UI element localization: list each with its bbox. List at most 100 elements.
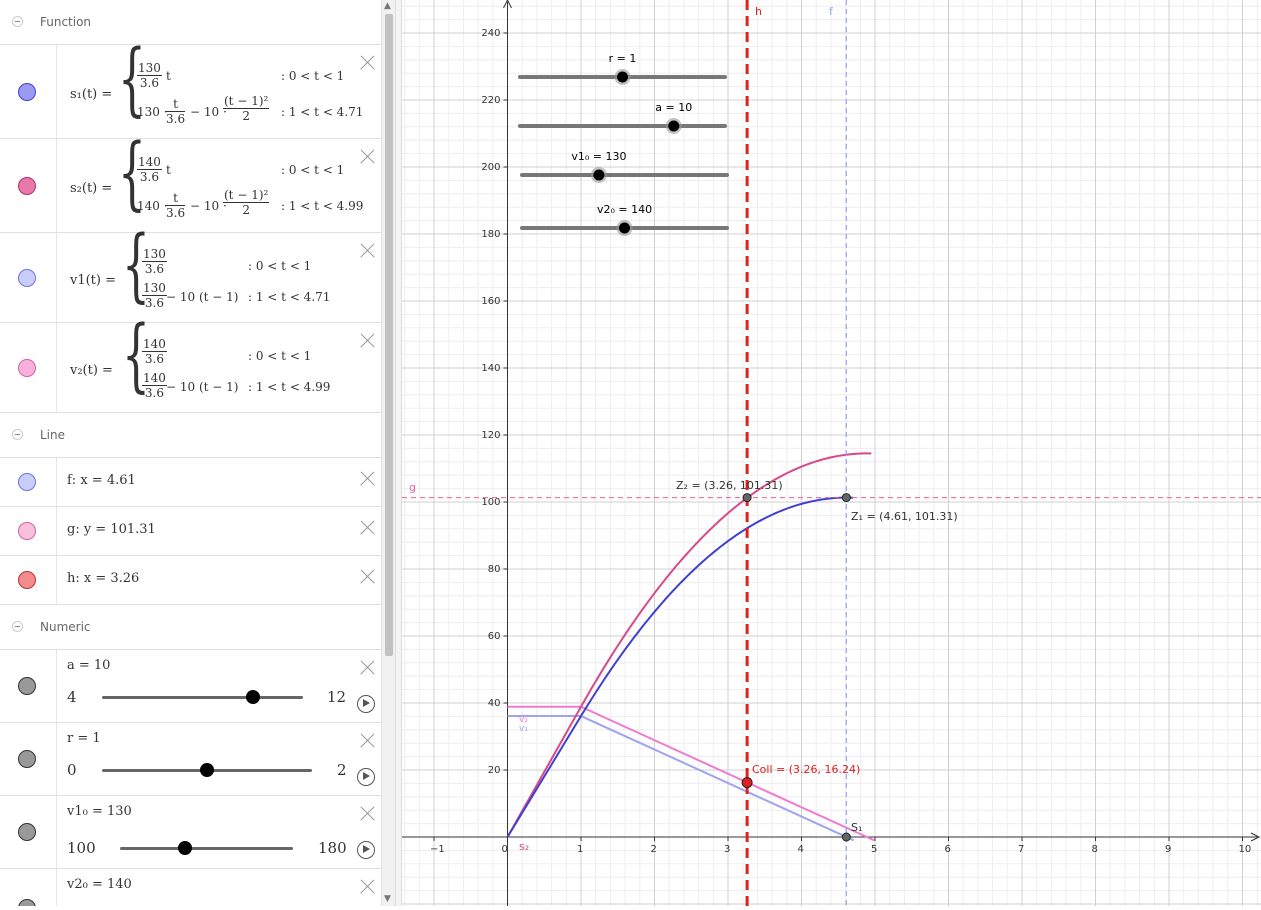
graphics-view[interactable]: −1 0 1 2 3 4 5 6 7 8 9 10 20 40 60 80 100 120 140 160 180 200… — [402, 0, 1261, 906]
graph-slider-knob[interactable] — [593, 169, 605, 181]
graph-canvas[interactable]: −1 0 1 2 3 4 5 6 7 8 9 10 20 40 60 80 100 120 140 160 180 200… — [402, 0, 1261, 906]
delete-icon[interactable] — [359, 520, 375, 536]
algebra-item-r[interactable]: r = 1 0 2 — [0, 723, 381, 796]
label-Z1: Z₁ = (4.61, 101.31) — [851, 510, 958, 523]
numeric-group-header[interactable]: Numeric — [0, 605, 381, 650]
fraction: 130 3.6 — [142, 247, 167, 276]
algebra-item-f[interactable]: f: x = 4.61 — [0, 458, 381, 507]
algebra-item-v1-0[interactable]: v1₀ = 130 100 180 — [0, 796, 381, 869]
piece-var: t — [166, 163, 171, 177]
slider-knob[interactable] — [177, 841, 192, 855]
visibility-toggle-icon[interactable] — [18, 522, 36, 540]
x-tick-label: 9 — [1165, 844, 1171, 855]
delete-icon[interactable] — [359, 333, 375, 349]
piece-term: 140 · — [137, 199, 168, 213]
algebra-scrollbar[interactable]: ▲ ▼ — [381, 0, 396, 906]
collapse-icon[interactable] — [12, 429, 23, 440]
algebra-item-a[interactable]: a = 10 4 12 — [0, 650, 381, 723]
slider-knob[interactable] — [245, 690, 260, 704]
function-name: s₁(t) = — [70, 87, 113, 102]
delete-icon[interactable] — [359, 879, 375, 895]
delete-icon[interactable] — [359, 243, 375, 259]
piece-condition: : 1 < t < 4.99 — [281, 199, 364, 213]
label-s2: s₂ — [519, 840, 529, 853]
scroll-down-icon[interactable]: ▼ — [384, 894, 391, 904]
visibility-toggle-icon[interactable] — [18, 750, 36, 768]
algebra-item-v1[interactable]: v1(t) = { 130 3.6 : 0 < t < 1 130 3.6 − 10… — [0, 225, 381, 323]
fraction: 140 3.6 — [142, 337, 167, 366]
reference-lines — [402, 0, 1261, 906]
line-expression: g: y = 101.31 — [67, 522, 156, 537]
graphics-sliders[interactable]: r = 1 a = 10 v1₀ = 130 v2₀ = 140 — [518, 52, 729, 236]
point-Coll[interactable] — [741, 777, 753, 789]
delete-icon[interactable] — [359, 660, 375, 676]
view-divider[interactable] — [395, 0, 402, 906]
visibility-toggle-icon[interactable] — [18, 82, 36, 101]
visibility-toggle-icon[interactable] — [18, 899, 36, 906]
fraction: 130 3.6 — [142, 281, 167, 310]
graph-slider-knob[interactable] — [668, 120, 680, 132]
label-h: h — [755, 5, 762, 18]
visibility-toggle-icon[interactable] — [18, 571, 36, 589]
line-expression: h: x = 3.26 — [67, 571, 140, 586]
function-name: s₂(t) = — [70, 181, 113, 196]
delete-icon[interactable] — [359, 55, 375, 71]
graph-slider-label: v2₀ = 140 — [597, 203, 652, 216]
piece-term: − 10 (t − 1) — [166, 290, 239, 304]
x-tick-label: 3 — [724, 844, 730, 855]
point-Z1[interactable] — [841, 493, 851, 503]
delete-icon[interactable] — [359, 733, 375, 749]
scrollbar-thumb[interactable] — [385, 14, 393, 656]
scroll-up-icon[interactable]: ▲ — [384, 1, 391, 11]
fraction: (t − 1)² 2 — [223, 94, 270, 123]
slider-label: a = 10 — [67, 658, 111, 673]
y-tick-label: 220 — [481, 95, 500, 106]
visibility-toggle-icon[interactable] — [18, 358, 36, 377]
x-tick-label: 6 — [945, 844, 951, 855]
algebra-item-h[interactable]: h: x = 3.26 — [0, 556, 381, 605]
collapse-icon[interactable] — [12, 16, 23, 27]
fraction: 140 3.6 — [137, 155, 162, 184]
visibility-toggle-icon[interactable] — [18, 823, 36, 841]
slider-max: 180 — [318, 839, 347, 857]
visibility-toggle-icon[interactable] — [18, 176, 36, 195]
slider-track[interactable] — [102, 696, 303, 699]
graph-slider-label: r = 1 — [609, 52, 637, 65]
label-Coll: Coll = (3.26, 16.24) — [752, 763, 860, 776]
graph-slider-knob[interactable] — [619, 222, 630, 234]
label-v1: v₁ — [519, 724, 528, 734]
slider-knob[interactable] — [200, 763, 214, 777]
axes — [402, 0, 1261, 906]
algebra-item-g[interactable]: g: y = 101.31 — [0, 507, 381, 556]
algebra-item-s1[interactable]: s₁(t) = { 130 3.6 t : 0 < t < 1 130 · t 3.… — [0, 39, 381, 139]
y-tick-label: 20 — [488, 765, 501, 776]
play-icon[interactable] — [357, 841, 375, 859]
delete-icon[interactable] — [359, 806, 375, 822]
slider-track[interactable] — [120, 847, 293, 850]
point-Z2[interactable] — [742, 493, 752, 503]
piece-condition: : 0 < t < 1 — [248, 349, 312, 363]
visibility-toggle-icon[interactable] — [18, 677, 36, 695]
algebra-item-v2-0[interactable]: v2₀ = 140 — [0, 869, 381, 906]
line-group-header[interactable]: Line — [0, 413, 381, 458]
points[interactable] — [741, 493, 851, 842]
graph-slider-knob[interactable] — [617, 71, 628, 83]
piece-term: 130 · — [137, 105, 168, 119]
algebra-item-v2[interactable]: v₂(t) = { 140 3.6 : 0 < t < 1 140 3.6 − 10… — [0, 315, 381, 413]
delete-icon[interactable] — [359, 569, 375, 585]
delete-icon[interactable] — [359, 471, 375, 487]
fraction: 140 3.6 — [142, 371, 167, 400]
collapse-icon[interactable] — [12, 621, 23, 632]
piece-term: − 10 · — [190, 199, 227, 213]
algebra-item-s2[interactable]: s₂(t) = { 140 3.6 t : 0 < t < 1 140 · t 3.… — [0, 133, 381, 233]
visibility-toggle-icon[interactable] — [18, 473, 36, 491]
delete-icon[interactable] — [359, 149, 375, 165]
play-icon[interactable] — [357, 768, 375, 786]
function-name: v1(t) = — [70, 273, 117, 288]
visibility-toggle-icon[interactable] — [18, 268, 36, 287]
function-group-header[interactable]: Function — [0, 0, 381, 45]
piece-condition: : 1 < t < 4.71 — [281, 105, 364, 119]
point-S1[interactable] — [841, 832, 851, 842]
label-g: g — [409, 481, 416, 494]
play-icon[interactable] — [357, 695, 375, 713]
